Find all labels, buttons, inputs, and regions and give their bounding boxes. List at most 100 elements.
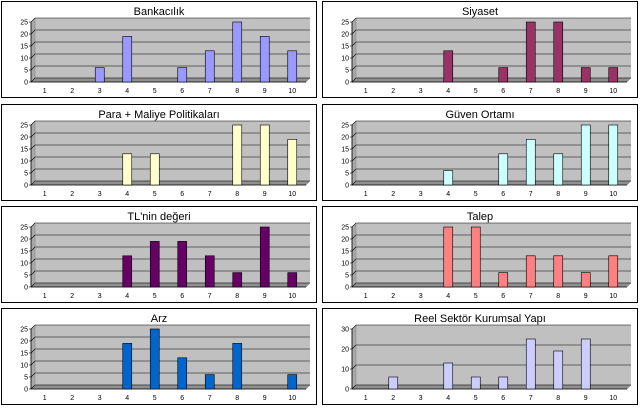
- gridline: [30, 77, 310, 83]
- y-tick-label: 25: [341, 123, 349, 130]
- bar: [443, 362, 454, 390]
- x-tick-label: 7: [529, 395, 533, 402]
- x-tick-label: 3: [98, 293, 102, 300]
- gridline: [351, 282, 631, 288]
- gridline: [351, 270, 631, 276]
- x-tick-label: 1: [43, 88, 47, 95]
- bar: [553, 153, 564, 186]
- gridline: [351, 344, 631, 350]
- bar: [608, 124, 619, 186]
- x-tick-label: 7: [208, 395, 212, 402]
- gridline: [351, 17, 631, 23]
- gridline: [351, 234, 631, 240]
- gridline: [351, 384, 631, 390]
- y-tick-label: 5: [345, 171, 349, 178]
- x-tick-label: 2: [70, 395, 74, 402]
- y-tick-label: 10: [341, 367, 349, 374]
- gridline: [351, 324, 631, 330]
- chart-panel-3: Para + Maliye Politikaları 0 5 10 15 20 25 1 2 3 4…: [1, 104, 317, 201]
- bar: [287, 272, 298, 288]
- gridline: [30, 360, 310, 366]
- x-tick-label: 9: [263, 191, 267, 198]
- y-tick-label: 5: [24, 68, 28, 75]
- gridline: [30, 41, 310, 47]
- y-tick-label: 10: [20, 159, 28, 166]
- bar: [470, 376, 481, 390]
- y-tick-label: 5: [24, 171, 28, 178]
- chart-svg: Talep 0 5 10 15 20 25 1 2 3 4 5 6 7 8 9 10: [341, 211, 632, 300]
- y-tick-label: 10: [341, 159, 349, 166]
- x-tick-label: 4: [446, 88, 450, 95]
- bar: [388, 376, 399, 390]
- x-tick-label: 10: [609, 293, 617, 300]
- x-tick-label: 4: [446, 191, 450, 198]
- bar: [122, 343, 133, 390]
- gridline: [351, 132, 631, 138]
- x-tick-label: 10: [288, 395, 296, 402]
- y-tick-label: 20: [20, 339, 28, 346]
- x-tick-label: 5: [474, 191, 478, 198]
- chart-svg: Para + Maliye Politikaları 0 5 10 15 20 25 1 2 3 4…: [20, 109, 311, 198]
- chart-svg: TL'nin değeri 0 5 10 15 20 25 1 2 3 4 5 6 7 8 9 10: [20, 211, 311, 300]
- gridline: [351, 77, 631, 83]
- bar: [553, 255, 564, 288]
- chart-svg: Bankacılık 0 5 10 15 20 25 1 2 3 4 5 6 7 8 9 10: [20, 6, 311, 95]
- bar: [525, 21, 536, 83]
- bar: [232, 124, 243, 186]
- gridline: [30, 246, 310, 252]
- bar: [177, 67, 188, 83]
- y-tick-label: 5: [24, 273, 28, 280]
- x-tick-label: 1: [364, 191, 368, 198]
- gridline: [30, 270, 310, 276]
- side-wall: [30, 120, 36, 186]
- x-tick-label: 9: [584, 395, 588, 402]
- gridline: [30, 53, 310, 59]
- x-tick-label: 3: [419, 88, 423, 95]
- bar: [149, 153, 160, 186]
- y-tick-label: 20: [341, 32, 349, 39]
- bar: [149, 328, 160, 390]
- bar: [525, 255, 536, 288]
- x-tick-label: 3: [98, 88, 102, 95]
- y-tick-label: 15: [20, 44, 28, 51]
- x-tick-label: 5: [153, 395, 157, 402]
- bar: [259, 36, 270, 83]
- x-tick-label: 1: [364, 88, 368, 95]
- y-tick-label: 25: [20, 123, 28, 130]
- x-tick-label: 8: [235, 293, 239, 300]
- x-tick-label: 6: [180, 191, 184, 198]
- x-tick-label: 4: [125, 191, 129, 198]
- y-tick-label: 15: [341, 44, 349, 51]
- x-tick-label: 8: [235, 88, 239, 95]
- bar: [287, 50, 298, 83]
- x-tick-label: 7: [529, 88, 533, 95]
- x-tick-label: 2: [391, 88, 395, 95]
- bar: [498, 153, 509, 186]
- gridline: [351, 222, 631, 228]
- gridline: [30, 17, 310, 23]
- bar: [608, 255, 619, 288]
- y-tick-label: 30: [341, 327, 349, 334]
- x-tick-label: 10: [288, 88, 296, 95]
- bar: [580, 338, 591, 390]
- bar: [232, 21, 243, 83]
- chart-panel-2: Siyaset 0 5 10 15 20 25 1 2 3 4 5 6 7 8 9 10: [322, 1, 638, 98]
- y-tick-label: 20: [341, 347, 349, 354]
- bar: [443, 170, 454, 186]
- x-tick-label: 6: [180, 395, 184, 402]
- x-tick-label: 5: [153, 191, 157, 198]
- chart-svg: Reel Sektör Kurumsal Yapı 0 10 20 30 1 2 3 4 5 6 7 8…: [341, 313, 632, 402]
- chart-title: Talep: [467, 211, 493, 223]
- x-tick-label: 1: [364, 395, 368, 402]
- y-tick-label: 15: [341, 249, 349, 256]
- gridline: [351, 65, 631, 71]
- x-tick-label: 5: [153, 88, 157, 95]
- y-tick-label: 10: [20, 56, 28, 63]
- x-tick-label: 5: [474, 293, 478, 300]
- y-tick-label: 20: [341, 135, 349, 142]
- x-tick-label: 3: [419, 191, 423, 198]
- x-tick-label: 2: [391, 395, 395, 402]
- y-tick-label: 0: [345, 183, 349, 190]
- x-tick-label: 7: [208, 293, 212, 300]
- bar: [177, 241, 188, 288]
